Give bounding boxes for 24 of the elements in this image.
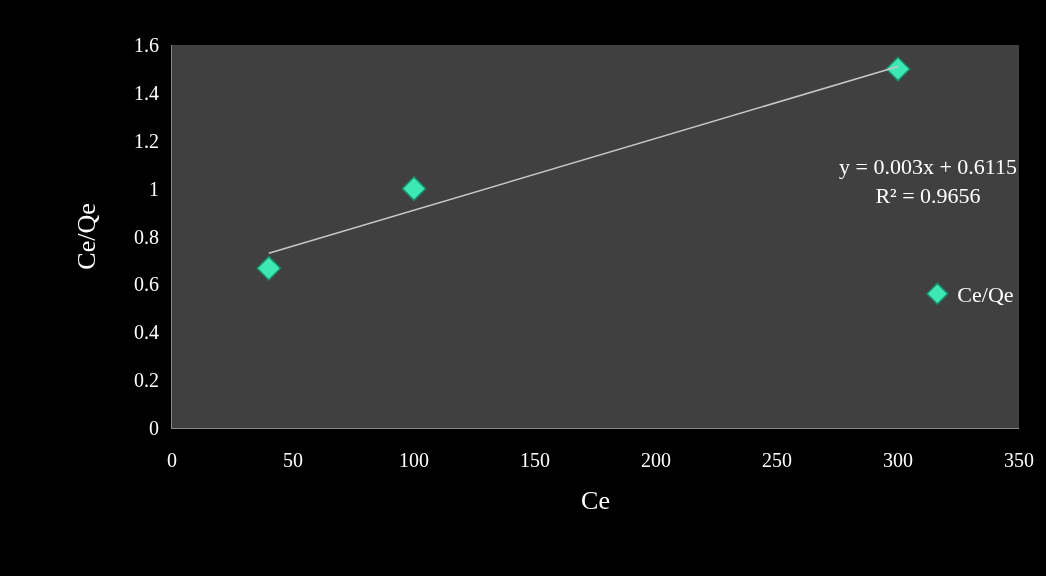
point — [401, 176, 427, 202]
y-tick-label: 0.8 — [134, 225, 159, 248]
y-tick-label: 1.4 — [134, 81, 159, 104]
x-tick-label: 0 — [167, 449, 177, 471]
point — [885, 56, 911, 82]
x-tick-label: 50 — [283, 449, 303, 471]
y-tick-label: 0.2 — [134, 369, 159, 392]
y-tick-label: 0.6 — [134, 273, 159, 296]
x-axis-title: Ce — [581, 485, 610, 515]
point — [256, 255, 282, 281]
y-tick-label: 0.4 — [134, 321, 159, 344]
y-tick-label: 1.2 — [134, 129, 159, 152]
x-tick-label: 300 — [883, 449, 913, 471]
y-axis-title: Ce/Qe — [72, 203, 102, 270]
y-tick-label: 1 — [149, 177, 159, 200]
x-tick-label: 150 — [520, 449, 550, 471]
y-tick-label: 1.6 — [134, 34, 159, 56]
x-tick-label: 100 — [399, 449, 429, 471]
x-tick-label: 350 — [1004, 449, 1034, 471]
legend-label: Ce/Qe — [957, 282, 1014, 308]
annotation: y = 0.003x + 0.6115 R² = 0.9656 — [839, 154, 1017, 208]
x-tick-label: 250 — [762, 449, 792, 471]
x-tick-label: 200 — [641, 449, 671, 471]
y-tick-label: 0 — [149, 417, 159, 439]
